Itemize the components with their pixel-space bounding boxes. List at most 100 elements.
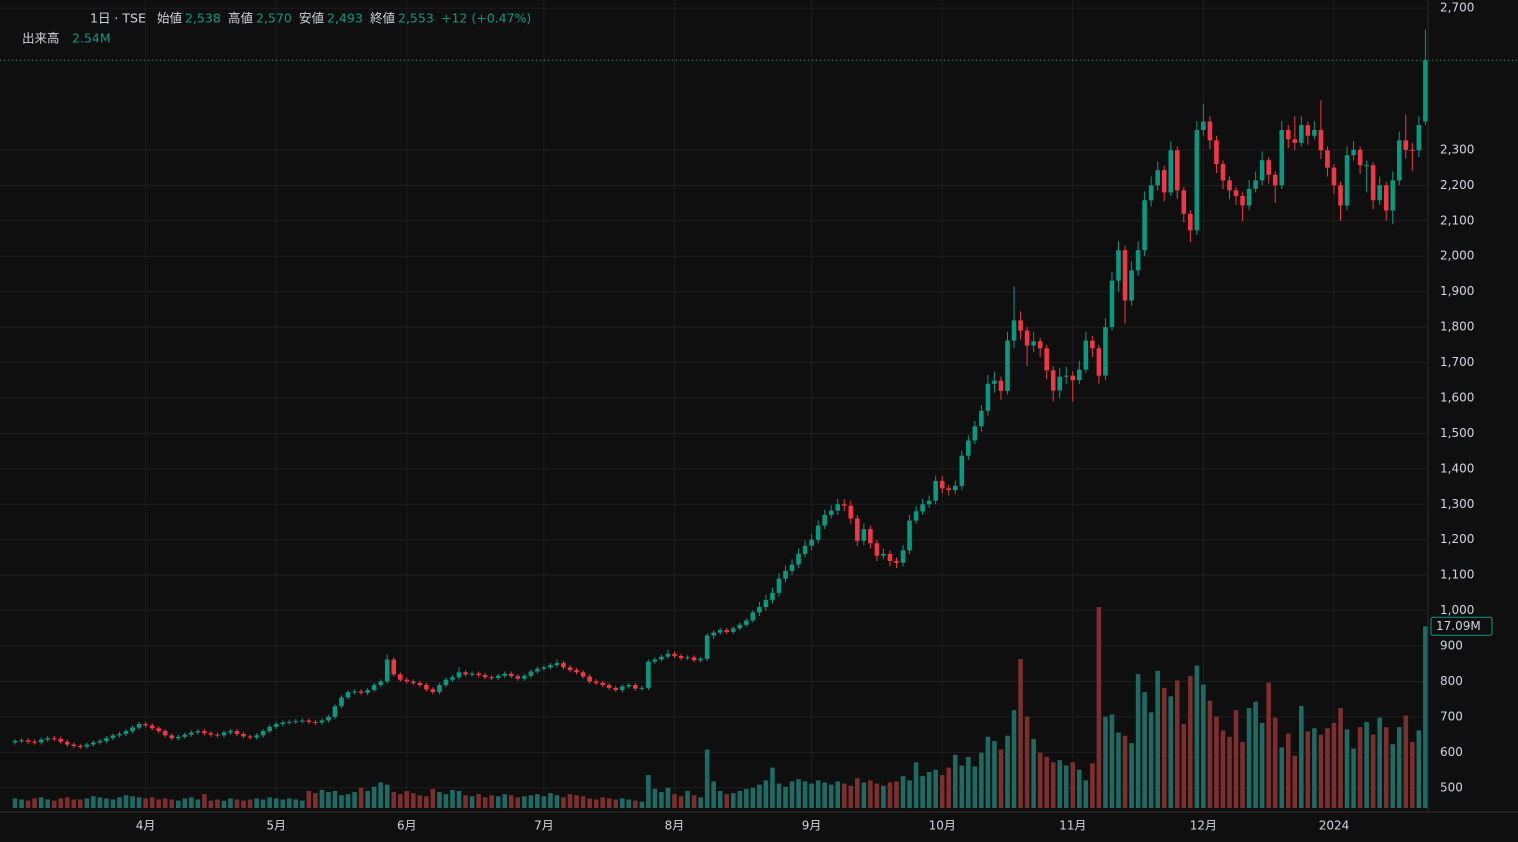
candle-body <box>979 410 984 427</box>
y-tick-label: 700 <box>1440 709 1463 723</box>
volume-bar <box>1403 715 1409 808</box>
volume-bar <box>1344 729 1350 808</box>
candle-body <box>286 721 292 723</box>
candle-body <box>1227 180 1232 191</box>
volume-bar <box>104 798 109 808</box>
candle-body <box>51 738 57 740</box>
volume-bar <box>946 767 952 808</box>
candle-body <box>221 732 227 736</box>
candle-body <box>1253 180 1258 189</box>
volume-bar <box>698 797 703 808</box>
volume-bar <box>476 794 481 808</box>
volume-bar <box>868 780 873 808</box>
high-value: 2,570 <box>256 11 292 26</box>
volume-bar <box>130 796 135 808</box>
candle-body <box>580 672 586 677</box>
candle-body <box>1037 341 1043 349</box>
candle-body <box>639 687 645 689</box>
candle-body <box>626 685 632 687</box>
volume-bar <box>463 795 468 808</box>
candle-body <box>711 632 716 636</box>
volume-bar <box>319 789 325 808</box>
candle-body <box>678 655 684 659</box>
volume-bar <box>665 787 671 808</box>
volume-bar <box>1122 735 1128 808</box>
candle-body <box>189 732 194 735</box>
volume-bar <box>300 800 305 808</box>
volume-bar <box>64 797 70 808</box>
candle-body <box>783 570 788 579</box>
candle-body <box>123 731 129 734</box>
candle-body <box>744 620 749 625</box>
candle-body <box>104 738 109 742</box>
volume-bar <box>241 800 246 808</box>
candle-body <box>300 720 305 722</box>
volume-bar <box>972 766 978 808</box>
volume-bar <box>900 776 906 808</box>
volume-bar <box>1312 728 1317 808</box>
volume-bar <box>554 795 560 808</box>
volume-bar <box>58 798 64 808</box>
volume-bar <box>1214 716 1219 808</box>
volume-bar <box>156 799 161 808</box>
candle-body <box>1351 149 1356 156</box>
volume-bar <box>920 776 925 808</box>
volume-bar <box>456 790 462 808</box>
volume-bar <box>763 780 769 808</box>
volume-bar <box>574 795 579 808</box>
candle-body <box>71 744 77 746</box>
candle-body <box>234 731 240 734</box>
y-tick-label: 1,100 <box>1440 568 1474 582</box>
candle-body <box>130 727 135 732</box>
volume-bar <box>1410 742 1415 808</box>
volume-bar <box>593 799 599 808</box>
volume-bar <box>541 796 547 808</box>
volume-bar <box>1325 728 1330 808</box>
candle-body <box>1272 174 1278 186</box>
candle-body <box>1116 250 1121 281</box>
volume-bar <box>1279 747 1285 808</box>
candle-body <box>652 659 658 662</box>
candle-body <box>920 504 925 512</box>
volume-pane <box>12 607 1428 808</box>
volume-bar <box>1174 680 1180 808</box>
candle-body <box>58 738 64 742</box>
volume-bar <box>770 767 775 808</box>
volume-bar <box>502 794 508 808</box>
candle-body <box>757 607 762 613</box>
volume-bar <box>1070 762 1076 808</box>
volume-bar <box>1240 742 1245 808</box>
volume-bar <box>143 798 148 808</box>
candle-body <box>704 635 710 659</box>
volume-bar <box>1292 755 1298 808</box>
candle-body <box>1416 125 1422 151</box>
candle-body <box>861 529 867 541</box>
candle-body <box>992 380 997 384</box>
x-tick-label: 2024 <box>1319 819 1350 833</box>
candle-body <box>887 553 893 561</box>
volume-bar <box>1370 734 1376 808</box>
volume-bar <box>1083 780 1089 808</box>
volume-bar <box>332 790 338 808</box>
volume-bar <box>659 792 664 808</box>
y-tick-label: 1,800 <box>1440 320 1474 334</box>
volume-bar <box>1227 736 1232 808</box>
y-tick-label: 2,200 <box>1440 178 1474 192</box>
volume-bar <box>1201 684 1206 808</box>
candle-body <box>241 733 246 737</box>
volume-bar <box>750 787 756 808</box>
candle-body <box>1370 165 1376 201</box>
candle-body <box>1181 190 1187 214</box>
candle-body <box>182 734 188 737</box>
volume-bar <box>78 799 83 808</box>
volume-bar <box>639 801 645 808</box>
y-tick-label: 600 <box>1440 745 1463 759</box>
candle-body <box>19 740 24 742</box>
candle-body <box>339 697 344 707</box>
volume-bar <box>691 795 697 808</box>
candle-body <box>502 673 508 676</box>
volume-bar <box>12 798 18 808</box>
volume-bar <box>626 799 632 808</box>
volume-bar <box>678 796 684 808</box>
volume-bar <box>1390 744 1396 808</box>
